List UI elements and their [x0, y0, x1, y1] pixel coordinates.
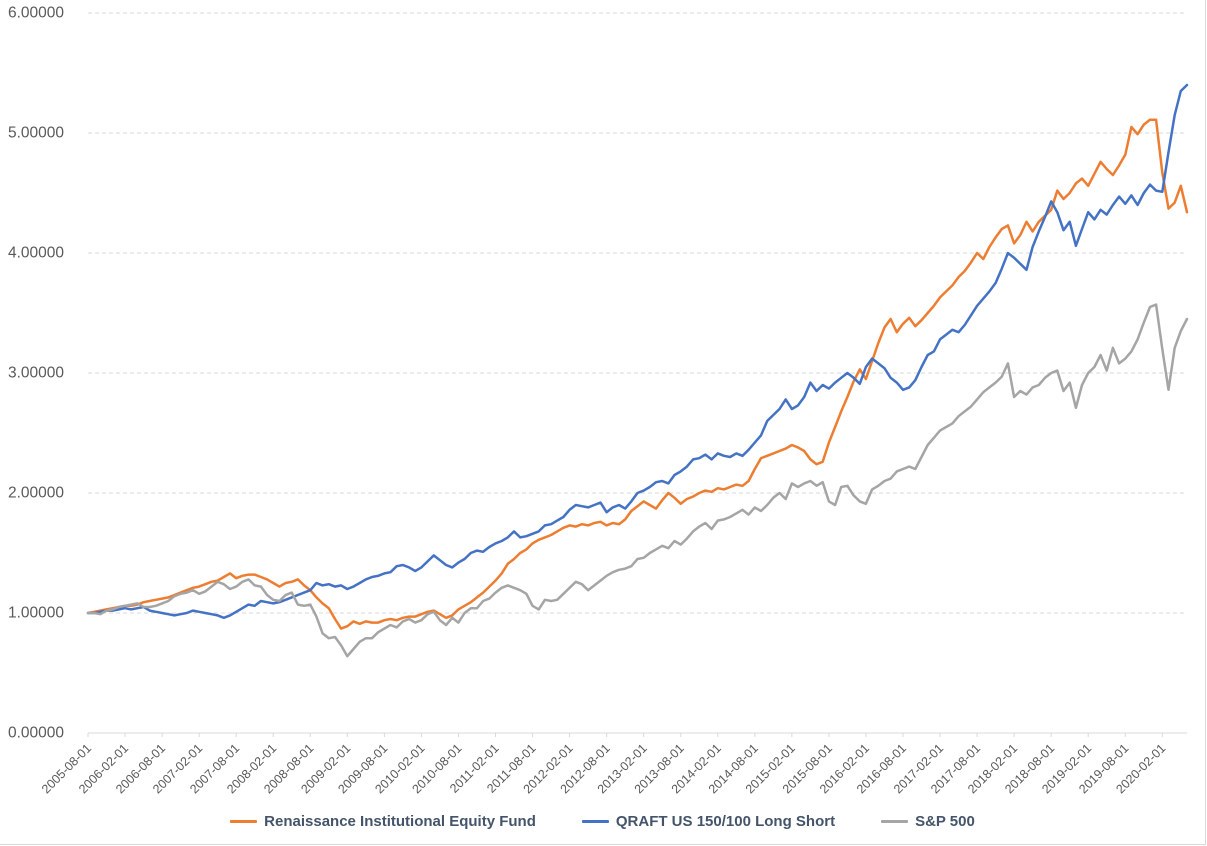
y-axis-tick-label: 3.00000	[8, 365, 64, 382]
legend-label: QRAFT US 150/100 Long Short	[615, 812, 836, 830]
legend-line-swatch-icon	[581, 819, 609, 823]
y-axis-tick-label: 5.00000	[8, 125, 64, 142]
legend-line-swatch-icon	[881, 819, 909, 823]
legend-line-swatch-icon	[230, 819, 258, 823]
legend-label: Renaissance Institutional Equity Fund	[264, 812, 536, 830]
series-line	[86, 303, 1189, 658]
y-axis-tick-label: 6.00000	[8, 5, 64, 22]
chart-legend: Renaissance Institutional Equity Fund QRA…	[0, 804, 1205, 838]
legend-label: S&P 500	[915, 812, 975, 830]
y-axis-tick-label: 1.00000	[8, 605, 64, 622]
y-axis-tick-label: 4.00000	[8, 245, 64, 262]
series-line	[86, 83, 1189, 620]
series-line	[86, 118, 1189, 630]
y-axis-tick-label: 0.00000	[8, 725, 64, 742]
legend-item: S&P 500	[881, 813, 975, 830]
legend-item: Renaissance Institutional Equity Fund	[230, 813, 536, 830]
y-axis-tick-label: 2.00000	[8, 485, 64, 502]
legend-item: QRAFT US 150/100 Long Short	[581, 812, 836, 830]
